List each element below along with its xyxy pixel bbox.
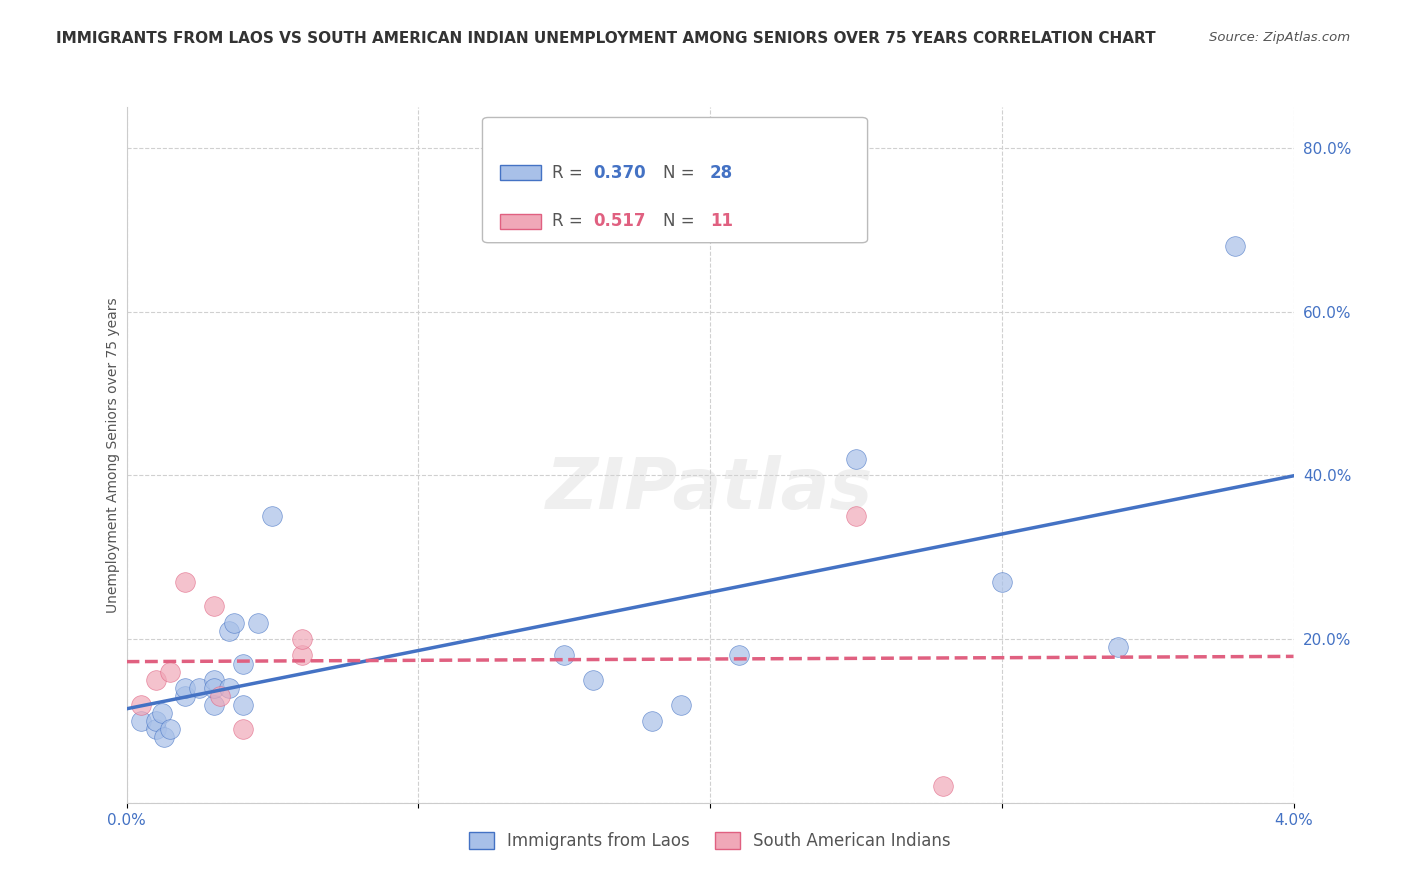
Legend: Immigrants from Laos, South American Indians: Immigrants from Laos, South American Ind… [463,826,957,857]
Text: 0.517: 0.517 [593,212,645,230]
Point [224,615,246,630]
Text: R =: R = [553,212,589,230]
Point [202,673,225,687]
Text: Source: ZipAtlas.com: Source: ZipAtlas.com [1209,31,1350,45]
Point [1223,239,1247,253]
Point [728,648,751,663]
Point [845,509,868,524]
Point [262,509,284,524]
Text: N =: N = [664,164,700,182]
Point [145,673,167,687]
Point [174,681,197,696]
Point [188,681,211,696]
Point [582,673,605,687]
Point [232,722,254,736]
Text: 0.370: 0.370 [593,164,645,182]
Point [145,714,167,728]
Point [208,690,231,704]
Point [153,731,176,745]
Point [232,698,254,712]
Point [129,698,152,712]
Point [150,706,173,720]
Text: ZIPatlas: ZIPatlas [547,455,873,524]
Point [640,714,664,728]
Text: IMMIGRANTS FROM LAOS VS SOUTH AMERICAN INDIAN UNEMPLOYMENT AMONG SENIORS OVER 75: IMMIGRANTS FROM LAOS VS SOUTH AMERICAN I… [56,31,1156,46]
Y-axis label: Unemployment Among Seniors over 75 years: Unemployment Among Seniors over 75 years [105,297,120,613]
Bar [501,166,541,180]
Point [1108,640,1130,655]
Point [159,722,181,736]
Point [246,615,269,630]
Point [159,665,181,679]
Point [145,722,167,736]
Text: R =: R = [553,164,589,182]
Text: 28: 28 [710,164,733,182]
Point [202,698,225,712]
Text: 11: 11 [710,212,733,230]
Point [202,681,225,696]
Point [174,574,197,589]
Point [932,780,955,794]
Point [845,452,868,467]
Point [218,624,240,638]
Point [553,648,575,663]
Point [990,574,1012,589]
Point [290,632,312,646]
Point [290,648,312,663]
Point [174,690,197,704]
Point [202,599,225,614]
Text: N =: N = [664,212,700,230]
Bar [501,214,541,229]
Point [669,698,692,712]
FancyBboxPatch shape [482,118,868,243]
Point [129,714,152,728]
Point [218,681,240,696]
Point [232,657,254,671]
